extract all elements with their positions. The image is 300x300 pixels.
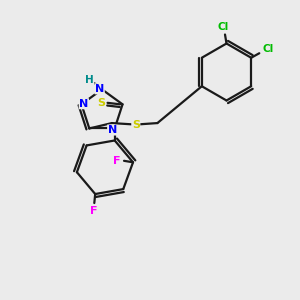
Text: N: N bbox=[108, 125, 117, 135]
Text: N: N bbox=[79, 99, 88, 109]
Text: F: F bbox=[113, 156, 120, 166]
Text: F: F bbox=[90, 206, 98, 215]
Text: S: S bbox=[132, 120, 140, 130]
Text: Cl: Cl bbox=[218, 22, 229, 32]
Text: N: N bbox=[95, 84, 104, 94]
Text: H: H bbox=[85, 75, 94, 85]
Text: Cl: Cl bbox=[262, 44, 273, 54]
Text: S: S bbox=[97, 98, 105, 108]
